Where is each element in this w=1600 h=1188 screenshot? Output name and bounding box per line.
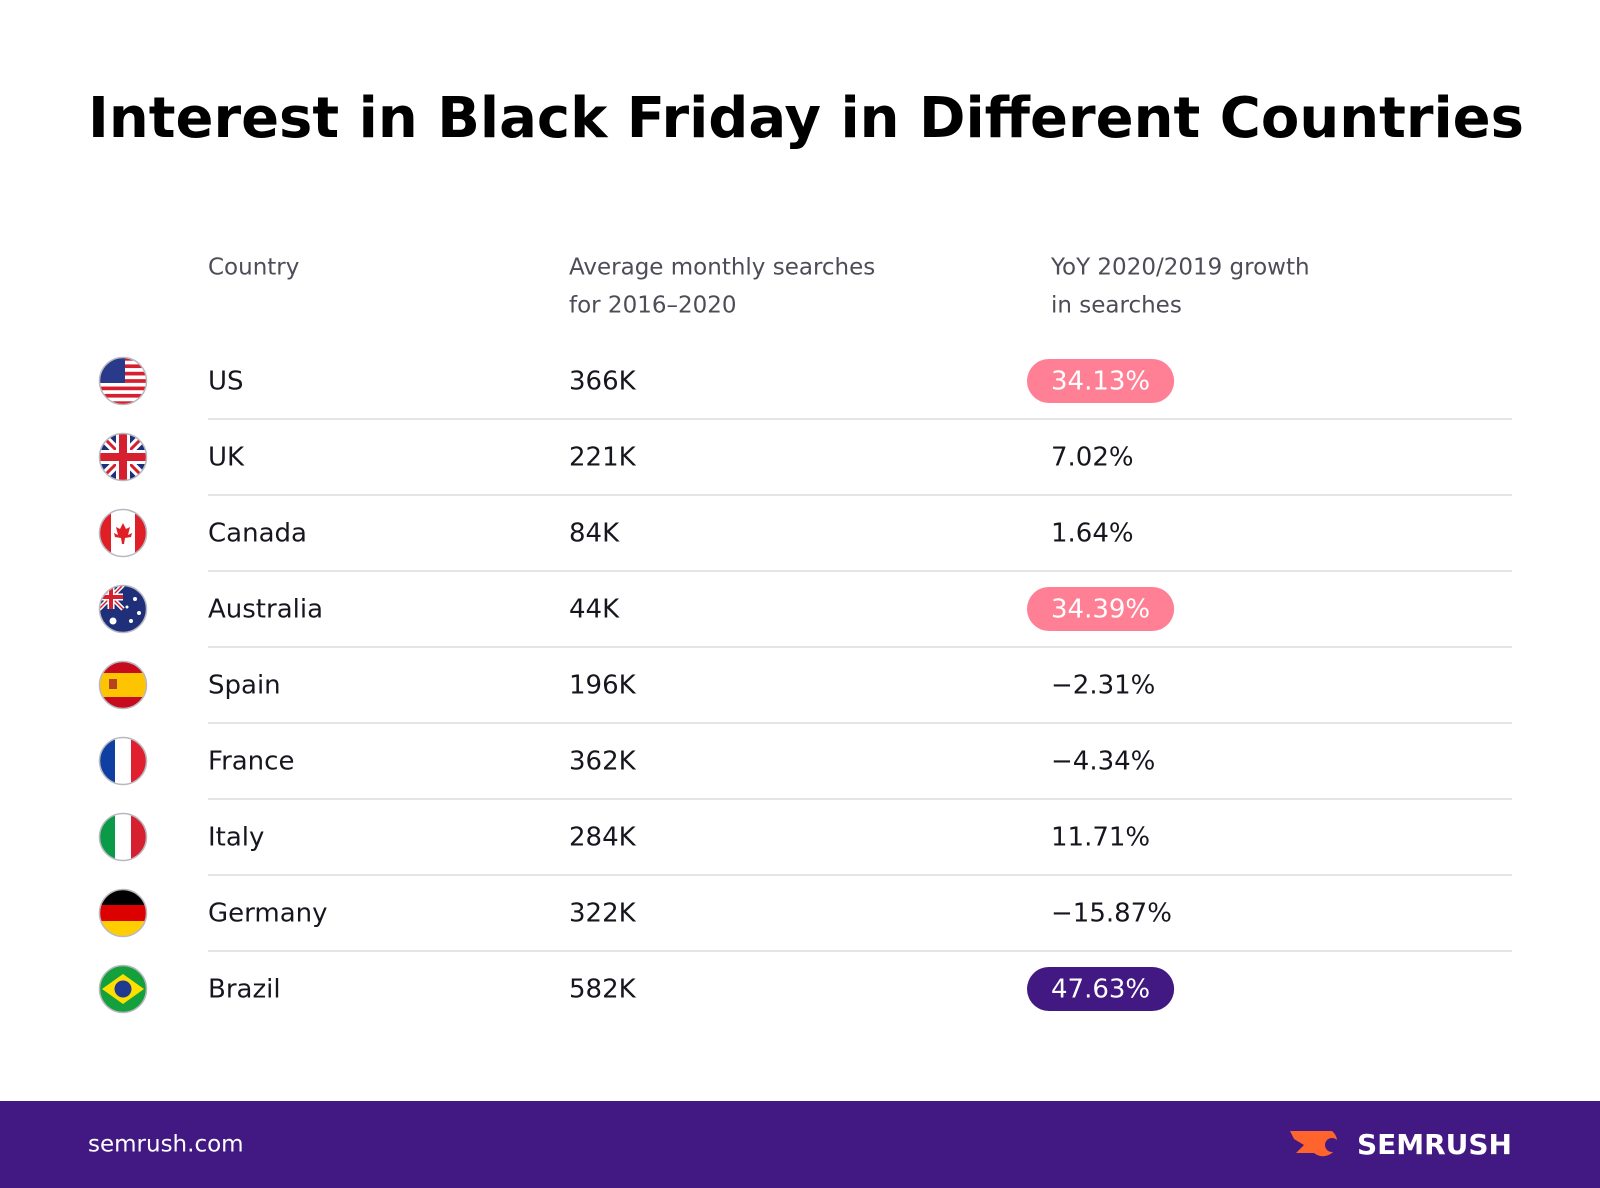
cell-value: 221K [569,443,637,473]
cell-value: 44K [569,595,620,625]
flag-border [98,432,148,482]
flag-part [100,738,116,784]
country-name: Brazil [208,975,281,1005]
flag-part [133,597,137,601]
flag-border [98,584,148,634]
flag-border [98,964,148,1014]
country-name: Italy [208,823,264,853]
flag-part [109,617,117,625]
flag-part [100,905,146,922]
column-header: Country [208,255,299,281]
flag [98,888,148,938]
country-name: US [208,367,244,397]
flag-part [114,523,132,544]
flag-part [100,386,146,391]
flag-part [100,697,146,708]
flag [98,812,148,862]
cell-value: 366K [569,367,637,397]
flag-body [100,510,146,556]
flag-part [100,397,146,402]
flag-border [98,736,148,786]
flag-body [100,662,146,708]
flag-body [100,890,146,936]
highlight-badge [1027,587,1175,631]
country-name: France [208,747,294,777]
cell-value: 47.63% [1051,975,1150,1005]
flag [98,736,148,786]
flag-part [100,390,146,395]
country-name: Germany [208,899,328,929]
flag-part [100,382,146,387]
flag-body [100,434,146,480]
flag-part [100,673,146,686]
cell-value: 7.02% [1051,443,1134,473]
column-header: in searches [1051,293,1182,319]
flag-part [100,890,146,906]
flag [98,584,148,634]
flag [98,508,148,558]
flag-part [131,814,146,860]
flag [98,660,148,710]
flag-body [100,966,146,1012]
country-name: Canada [208,519,307,549]
logo-icon [1290,1131,1339,1157]
flag-part [109,679,117,689]
country-name: Australia [208,595,323,625]
cell-value: 11.71% [1051,823,1150,853]
flag-body [100,358,146,404]
cell-value: 362K [569,747,637,777]
flag-border [98,660,148,710]
flag-border [98,508,148,558]
flag-part [100,685,146,698]
highlight-badge [1027,359,1175,403]
flag-part [135,510,146,556]
flag-part [129,619,133,623]
footer-logo: SEMRUSH [1357,1128,1512,1161]
flag-part [137,611,141,615]
flag-part [114,980,132,998]
column-header: YoY 2020/2019 growth [1050,255,1310,281]
flag [98,964,148,1014]
title: Interest in Black Friday in Different Co… [88,86,1524,151]
flag-body [100,814,146,860]
flag [98,432,148,482]
cell-value: 34.13% [1051,367,1150,397]
cell-value: −2.31% [1051,671,1155,701]
flag-border [98,812,148,862]
flag-part [125,605,129,609]
column-header: for 2016–2020 [569,293,737,319]
cell-value: −15.87% [1051,899,1172,929]
cell-value: 284K [569,823,637,853]
flag-body [100,738,146,784]
flag-part [100,662,146,674]
flag-border [98,888,148,938]
country-name: Spain [208,671,281,701]
flag-part [100,510,111,556]
flag-part [115,738,132,784]
flag-part [100,814,116,860]
flag [98,356,148,406]
footer-site: semrush.com [88,1132,244,1158]
flag-part [115,814,132,860]
cell-value: 582K [569,975,637,1005]
cell-value: 196K [569,671,637,701]
cell-value: 34.39% [1051,595,1150,625]
cell-value: 1.64% [1051,519,1134,549]
cell-value: 322K [569,899,637,929]
cell-value: 84K [569,519,620,549]
flag-border [98,356,148,406]
column-header: Average monthly searches [569,255,875,281]
cell-value: −4.34% [1051,747,1155,777]
flag-part [100,921,146,936]
flag-part [100,401,146,404]
country-name: UK [208,443,245,473]
flag-part [131,738,146,784]
highlight-badge [1027,967,1175,1011]
flag-part [100,393,146,398]
